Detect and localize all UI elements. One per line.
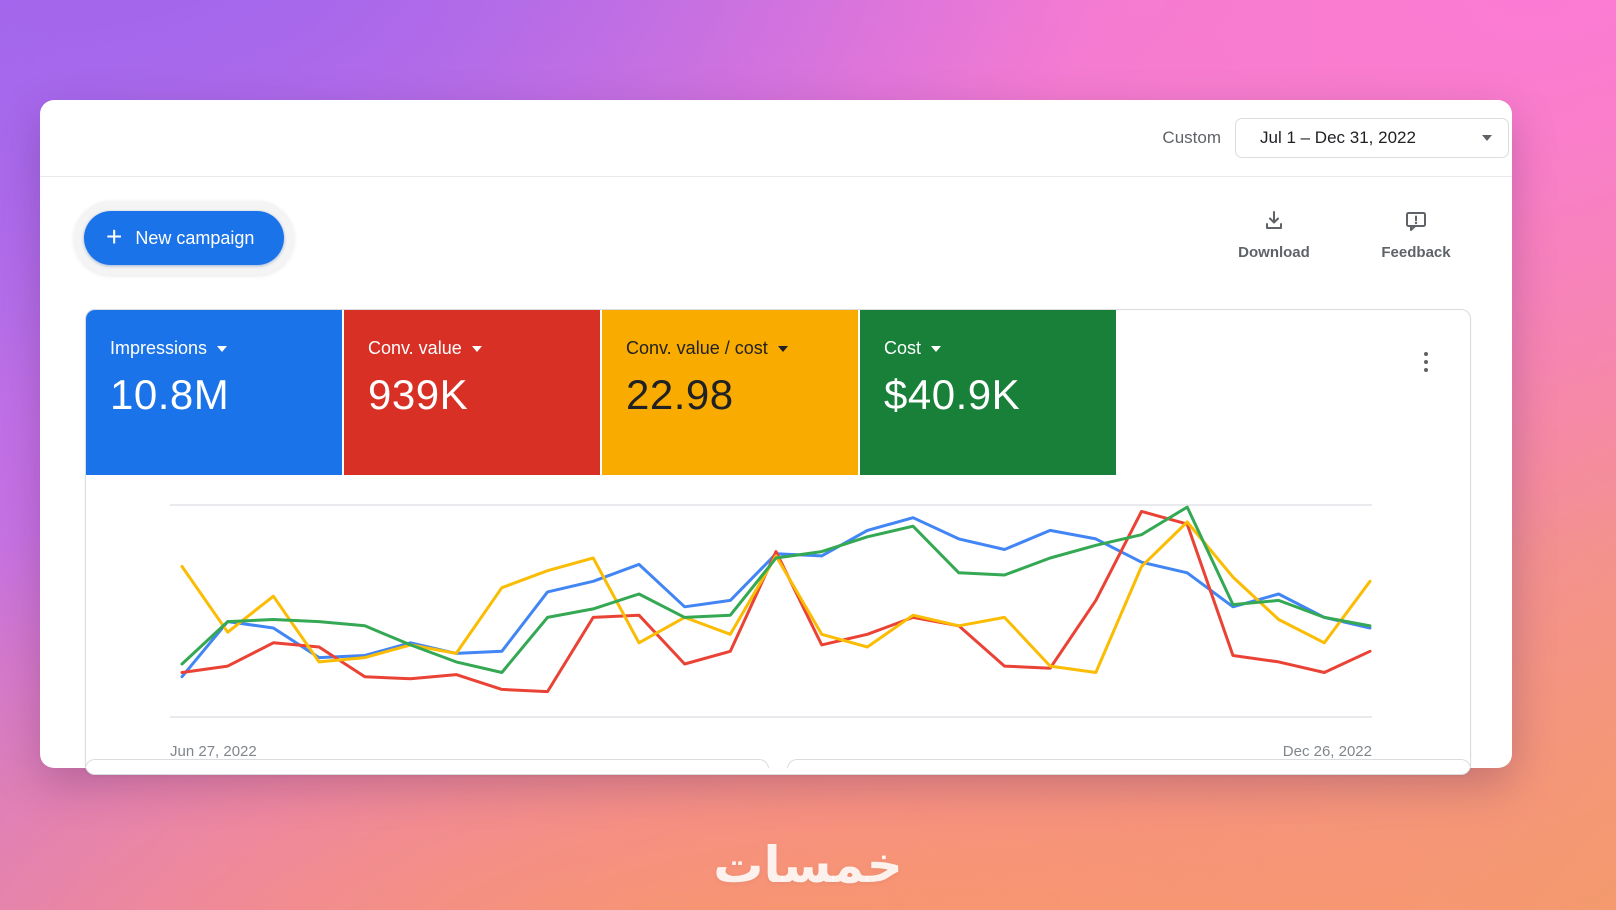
- scorecard-cost-value: $40.9K: [884, 371, 1021, 418]
- feedback-button[interactable]: Feedback: [1376, 209, 1456, 261]
- custom-range-label: Custom: [1162, 128, 1221, 147]
- scorecard-label-row: Cost: [884, 338, 1116, 359]
- chevron-down-icon: [217, 345, 228, 352]
- chart-area: Jun 27, 2022 Dec 26, 2022: [86, 475, 1470, 774]
- download-icon: [1262, 209, 1286, 237]
- scorecard-conv-value-per-cost-label: Conv. value / cost: [626, 338, 768, 358]
- scorecard-conv-value-per-cost-value: 22.98: [626, 371, 734, 418]
- kebab-dot: [1424, 360, 1428, 364]
- toolbar: + New campaign Download: [40, 177, 1512, 275]
- chart-line-conv-value-cost: [180, 520, 1372, 674]
- performance-line-chart[interactable]: [170, 497, 1372, 737]
- scorecard-impressions-value: 10.8M: [110, 371, 230, 418]
- next-section-card-edges: [85, 759, 1471, 768]
- chart-line-conv-value: [180, 509, 1372, 694]
- next-card-top-edge: [85, 759, 769, 768]
- header-bar: Custom Jul 1 – Dec 31, 2022: [40, 100, 1512, 177]
- download-label: Download: [1238, 244, 1310, 261]
- download-button[interactable]: Download: [1234, 209, 1314, 261]
- scorecard-conv-value-value: 939K: [368, 371, 469, 418]
- date-range-selector[interactable]: Jul 1 – Dec 31, 2022: [1235, 118, 1509, 158]
- kebab-dot: [1424, 368, 1428, 372]
- kebab-dot: [1424, 352, 1428, 356]
- overview-chart-card: Impressions 10.8M Conv. value 939K Conv.…: [85, 309, 1471, 775]
- chevron-down-icon: [777, 345, 788, 352]
- scorecard-impressions[interactable]: Impressions 10.8M: [86, 310, 342, 475]
- chart-line-cost: [180, 505, 1372, 674]
- new-campaign-button[interactable]: + New campaign: [84, 211, 285, 265]
- chevron-down-icon: [931, 345, 942, 352]
- chevron-down-icon: [1482, 135, 1492, 141]
- scorecard-cost[interactable]: Cost $40.9K: [860, 310, 1116, 475]
- feedback-label: Feedback: [1381, 244, 1451, 261]
- scorecard-cost-label: Cost: [884, 338, 922, 358]
- chevron-down-icon: [471, 345, 482, 352]
- plus-icon: +: [106, 221, 123, 252]
- scorecard-label-row: Conv. value: [368, 338, 600, 359]
- google-ads-overview-window: Custom Jul 1 – Dec 31, 2022 + New campai…: [40, 100, 1512, 775]
- new-campaign-button-halo: + New campaign: [74, 201, 295, 275]
- feedback-icon: [1404, 209, 1428, 237]
- date-range-value: Jul 1 – Dec 31, 2022: [1260, 128, 1416, 147]
- x-axis-start-label: Jun 27, 2022: [170, 743, 257, 760]
- next-card-top-edge: [787, 759, 1471, 768]
- scorecard-conv-value-label: Conv. value: [368, 338, 462, 358]
- scorecard-conv-value[interactable]: Conv. value 939K: [344, 310, 600, 475]
- toolbar-right-actions: Download Feedback: [1234, 209, 1456, 261]
- khamsat-watermark: خمسات: [713, 836, 903, 894]
- scorecard-label-row: Conv. value / cost: [626, 338, 858, 359]
- new-campaign-label: New campaign: [135, 227, 255, 248]
- x-axis-labels: Jun 27, 2022 Dec 26, 2022: [170, 743, 1372, 760]
- scorecard-label-row: Impressions: [110, 338, 342, 359]
- scorecard-impressions-label: Impressions: [110, 338, 208, 358]
- more-options-button[interactable]: [1420, 348, 1432, 376]
- scorecard-conv-value-per-cost[interactable]: Conv. value / cost 22.98: [602, 310, 858, 475]
- x-axis-end-label: Dec 26, 2022: [1282, 743, 1372, 760]
- metric-scorecards: Impressions 10.8M Conv. value 939K Conv.…: [86, 310, 1470, 475]
